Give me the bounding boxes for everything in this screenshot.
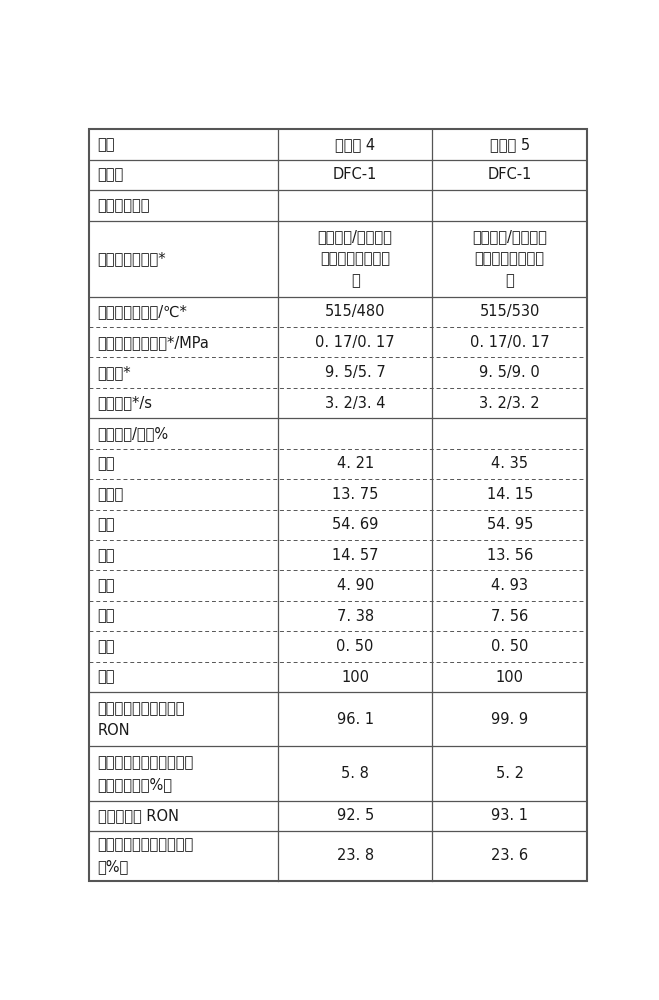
Text: 4. 35: 4. 35 bbox=[491, 456, 529, 471]
Text: 催化剂: 催化剂 bbox=[98, 167, 124, 182]
Text: 汽油: 汽油 bbox=[98, 517, 115, 532]
Text: 主要操作条件: 主要操作条件 bbox=[98, 198, 150, 213]
Text: 实施例 5: 实施例 5 bbox=[490, 137, 530, 152]
Text: 合计: 合计 bbox=[98, 670, 115, 685]
Text: 实施例 4: 实施例 4 bbox=[335, 137, 375, 152]
Text: 提升管反应温度/℃*: 提升管反应温度/℃* bbox=[98, 304, 188, 319]
Text: 剂油比*: 剂油比* bbox=[98, 365, 131, 380]
Text: 515/530: 515/530 bbox=[480, 304, 540, 319]
Text: 92. 5: 92. 5 bbox=[337, 808, 374, 823]
Text: 5. 8: 5. 8 bbox=[341, 766, 369, 781]
Text: 反应压力（表压）*/MPa: 反应压力（表压）*/MPa bbox=[98, 335, 210, 350]
Text: 焦炭: 焦炭 bbox=[98, 609, 115, 624]
Text: 3. 2/3. 4: 3. 2/3. 4 bbox=[325, 396, 386, 411]
Text: 23. 6: 23. 6 bbox=[491, 848, 529, 863]
Text: 7. 56: 7. 56 bbox=[491, 609, 529, 624]
Text: DFC-1: DFC-1 bbox=[488, 167, 532, 182]
Text: 油浆: 油浆 bbox=[98, 578, 115, 593]
Text: 54. 95: 54. 95 bbox=[486, 517, 533, 532]
Text: 5. 2: 5. 2 bbox=[496, 766, 524, 781]
Text: 柴油: 柴油 bbox=[98, 548, 115, 563]
Text: 反应时间*/s: 反应时间*/s bbox=[98, 396, 153, 411]
Text: 7. 38: 7. 38 bbox=[337, 609, 374, 624]
Text: 4. 90: 4. 90 bbox=[337, 578, 374, 593]
Text: 混合重油/自产催化
柴油的加氢精制柴
油: 混合重油/自产催化 柴油的加氢精制柴 油 bbox=[473, 229, 547, 288]
Text: 3. 2/3. 2: 3. 2/3. 2 bbox=[479, 396, 540, 411]
Text: 515/480: 515/480 bbox=[325, 304, 386, 319]
Text: 100: 100 bbox=[341, 670, 369, 685]
Text: 产品分布/重量%: 产品分布/重量% bbox=[98, 426, 169, 441]
Text: 第二提升管生产的汽油烯
烃含量（体积%）: 第二提升管生产的汽油烯 烃含量（体积%） bbox=[98, 755, 194, 792]
Text: 9. 5/5. 7: 9. 5/5. 7 bbox=[325, 365, 386, 380]
Text: 0. 50: 0. 50 bbox=[337, 639, 374, 654]
Text: 全装置汽油烯烃含量（体
积%）: 全装置汽油烯烃含量（体 积%） bbox=[98, 837, 194, 875]
Text: 14. 57: 14. 57 bbox=[332, 548, 378, 563]
Text: 96. 1: 96. 1 bbox=[337, 712, 374, 727]
Text: 项目: 项目 bbox=[98, 137, 115, 152]
Text: 54. 69: 54. 69 bbox=[332, 517, 378, 532]
Text: 0. 50: 0. 50 bbox=[491, 639, 529, 654]
Text: 全装置汽油 RON: 全装置汽油 RON bbox=[98, 808, 179, 823]
Text: 99. 9: 99. 9 bbox=[491, 712, 529, 727]
Text: 23. 8: 23. 8 bbox=[337, 848, 374, 863]
Text: 0. 17/0. 17: 0. 17/0. 17 bbox=[470, 335, 550, 350]
Text: 0. 17/0. 17: 0. 17/0. 17 bbox=[316, 335, 395, 350]
Text: 第二提升管生产的汽油
RON: 第二提升管生产的汽油 RON bbox=[98, 701, 185, 738]
Text: 4. 21: 4. 21 bbox=[337, 456, 374, 471]
Text: 13. 75: 13. 75 bbox=[332, 487, 378, 502]
Text: 干气: 干气 bbox=[98, 456, 115, 471]
Text: 损失: 损失 bbox=[98, 639, 115, 654]
Text: 100: 100 bbox=[496, 670, 524, 685]
Text: 混合重油/自产催化
柴油的加氢精制柴
油: 混合重油/自产催化 柴油的加氢精制柴 油 bbox=[318, 229, 393, 288]
Text: 提升管进料类型*: 提升管进料类型* bbox=[98, 251, 166, 266]
Text: 13. 56: 13. 56 bbox=[486, 548, 533, 563]
Text: DFC-1: DFC-1 bbox=[333, 167, 378, 182]
Text: 4. 93: 4. 93 bbox=[491, 578, 529, 593]
Text: 14. 15: 14. 15 bbox=[486, 487, 533, 502]
Text: 液化气: 液化气 bbox=[98, 487, 124, 502]
Text: 93. 1: 93. 1 bbox=[491, 808, 529, 823]
Text: 9. 5/9. 0: 9. 5/9. 0 bbox=[479, 365, 540, 380]
